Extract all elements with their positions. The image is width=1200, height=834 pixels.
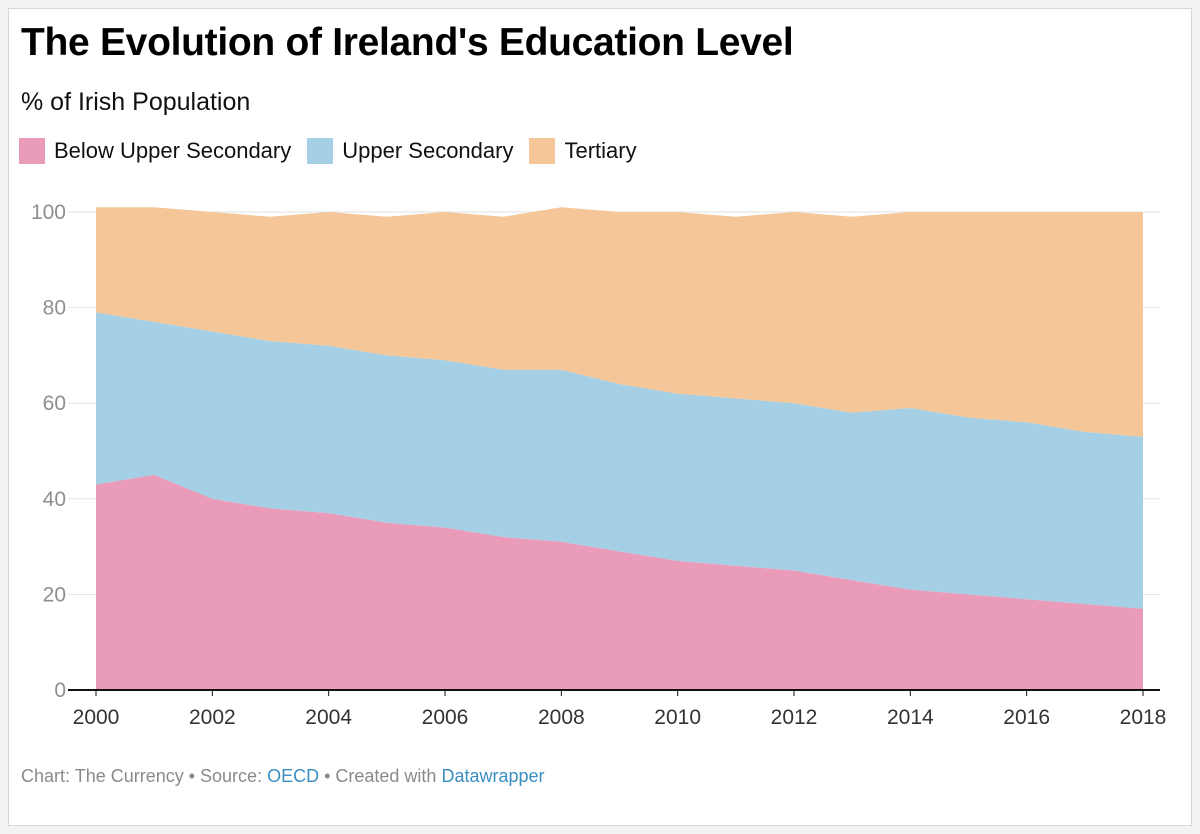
legend-swatch-below-upper-secondary (19, 138, 45, 164)
x-tick-label-2000: 2000 (73, 706, 120, 729)
x-tick-label-2018: 2018 (1120, 706, 1167, 729)
footer-created-with: • Created with (319, 766, 442, 786)
legend-item-upper-secondary: Upper Secondary (307, 138, 513, 164)
y-tick-label-20: 20 (43, 583, 66, 606)
y-tick-label-40: 40 (43, 488, 66, 511)
x-tick-label-2010: 2010 (654, 706, 701, 729)
area-tertiary (96, 207, 1143, 437)
chart-subtitle: % of Irish Population (21, 88, 251, 116)
x-tick-label-2014: 2014 (887, 706, 934, 729)
x-tick-label-2008: 2008 (538, 706, 585, 729)
y-tick-label-80: 80 (43, 297, 66, 320)
x-tick-label-2012: 2012 (771, 706, 818, 729)
source-link[interactable]: OECD (267, 766, 320, 786)
legend-item-tertiary: Tertiary (529, 138, 637, 164)
legend-item-below-upper-secondary: Below Upper Secondary (19, 138, 291, 164)
chart-title: The Evolution of Ireland's Education Lev… (21, 21, 794, 64)
legend-label-upper-secondary: Upper Secondary (342, 138, 514, 163)
area-below-upper-secondary (96, 474, 1143, 690)
legend-label-tertiary: Tertiary (564, 138, 637, 163)
y-tick-label-0: 0 (54, 679, 66, 702)
x-tick-label-2004: 2004 (305, 706, 352, 729)
legend-swatch-tertiary (529, 138, 556, 164)
footer-credit: Chart: The Currency • Source: (21, 766, 268, 786)
legend-swatch-upper-secondary (307, 138, 334, 164)
chart-footer: Chart: The Currency • Source: OECD • Cre… (21, 766, 545, 787)
legend-label-below-upper-secondary: Below Upper Secondary (54, 138, 292, 163)
x-tick-label-2002: 2002 (189, 706, 236, 729)
area-upper-secondary (96, 312, 1143, 609)
y-tick-label-60: 60 (43, 392, 66, 415)
legend: Below Upper Secondary Upper Secondary Te… (19, 138, 653, 164)
x-tick-label-2016: 2016 (1003, 706, 1050, 729)
x-tick-label-2006: 2006 (422, 706, 469, 729)
y-tick-label-100: 100 (31, 201, 66, 224)
datawrapper-link[interactable]: Datawrapper (441, 766, 545, 786)
